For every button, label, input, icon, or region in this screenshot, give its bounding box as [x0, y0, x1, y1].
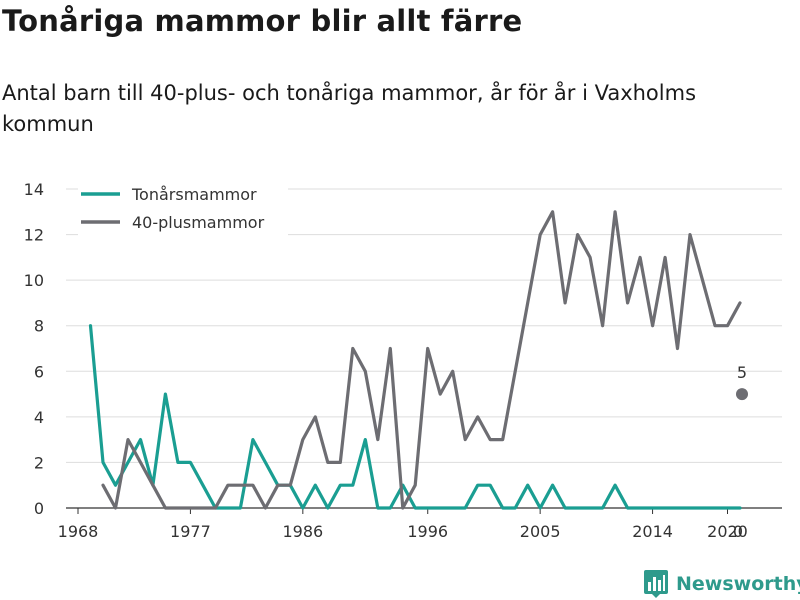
end-labels: 50 — [733, 363, 747, 541]
last-value-marker — [736, 388, 748, 401]
y-tick-label: 10 — [24, 271, 44, 290]
chart-legend: Tonårsmammor 40-plusmammor — [78, 180, 288, 240]
x-axis-ticks: 1968 1977 1986 1996 2005 2014 2020 — [58, 508, 748, 541]
y-axis-ticks: 0 2 4 6 8 10 12 14 — [24, 180, 44, 518]
y-tick-label: 8 — [34, 317, 44, 336]
y-tick-label: 2 — [34, 453, 44, 472]
x-tick-label: 1986 — [282, 522, 323, 541]
page-title: Tonåriga mammor blir allt färre — [2, 4, 523, 38]
legend-label: Tonårsmammor — [131, 185, 257, 204]
x-tick-label: 2014 — [632, 522, 673, 541]
y-tick-label: 0 — [34, 499, 44, 518]
bar-chart-icon — [644, 570, 668, 598]
page-subtitle: Antal barn till 40-plus- och tonåriga ma… — [2, 81, 697, 136]
series-line-teen — [88, 324, 742, 510]
x-tick-label: 2005 — [520, 522, 561, 541]
y-tick-label: 14 — [24, 180, 44, 199]
brand-name: Newsworthy — [676, 573, 800, 595]
x-tick-label: 1996 — [407, 522, 448, 541]
end-label-teen: 0 — [733, 522, 743, 541]
legend-label: 40-plusmammor — [132, 213, 265, 232]
end-label-forty-plus: 5 — [737, 363, 747, 382]
x-tick-label: 1968 — [58, 522, 99, 541]
brand-logo: Newsworthy — [644, 568, 800, 600]
chart-series — [88, 210, 748, 510]
x-tick-label: 2020 — [707, 522, 748, 541]
legend-background — [78, 180, 288, 240]
y-tick-label: 6 — [34, 362, 44, 381]
series-line-forty-plus — [101, 210, 742, 510]
y-tick-label: 4 — [34, 408, 44, 427]
x-tick-label: 1977 — [170, 522, 211, 541]
y-tick-label: 12 — [24, 226, 44, 245]
